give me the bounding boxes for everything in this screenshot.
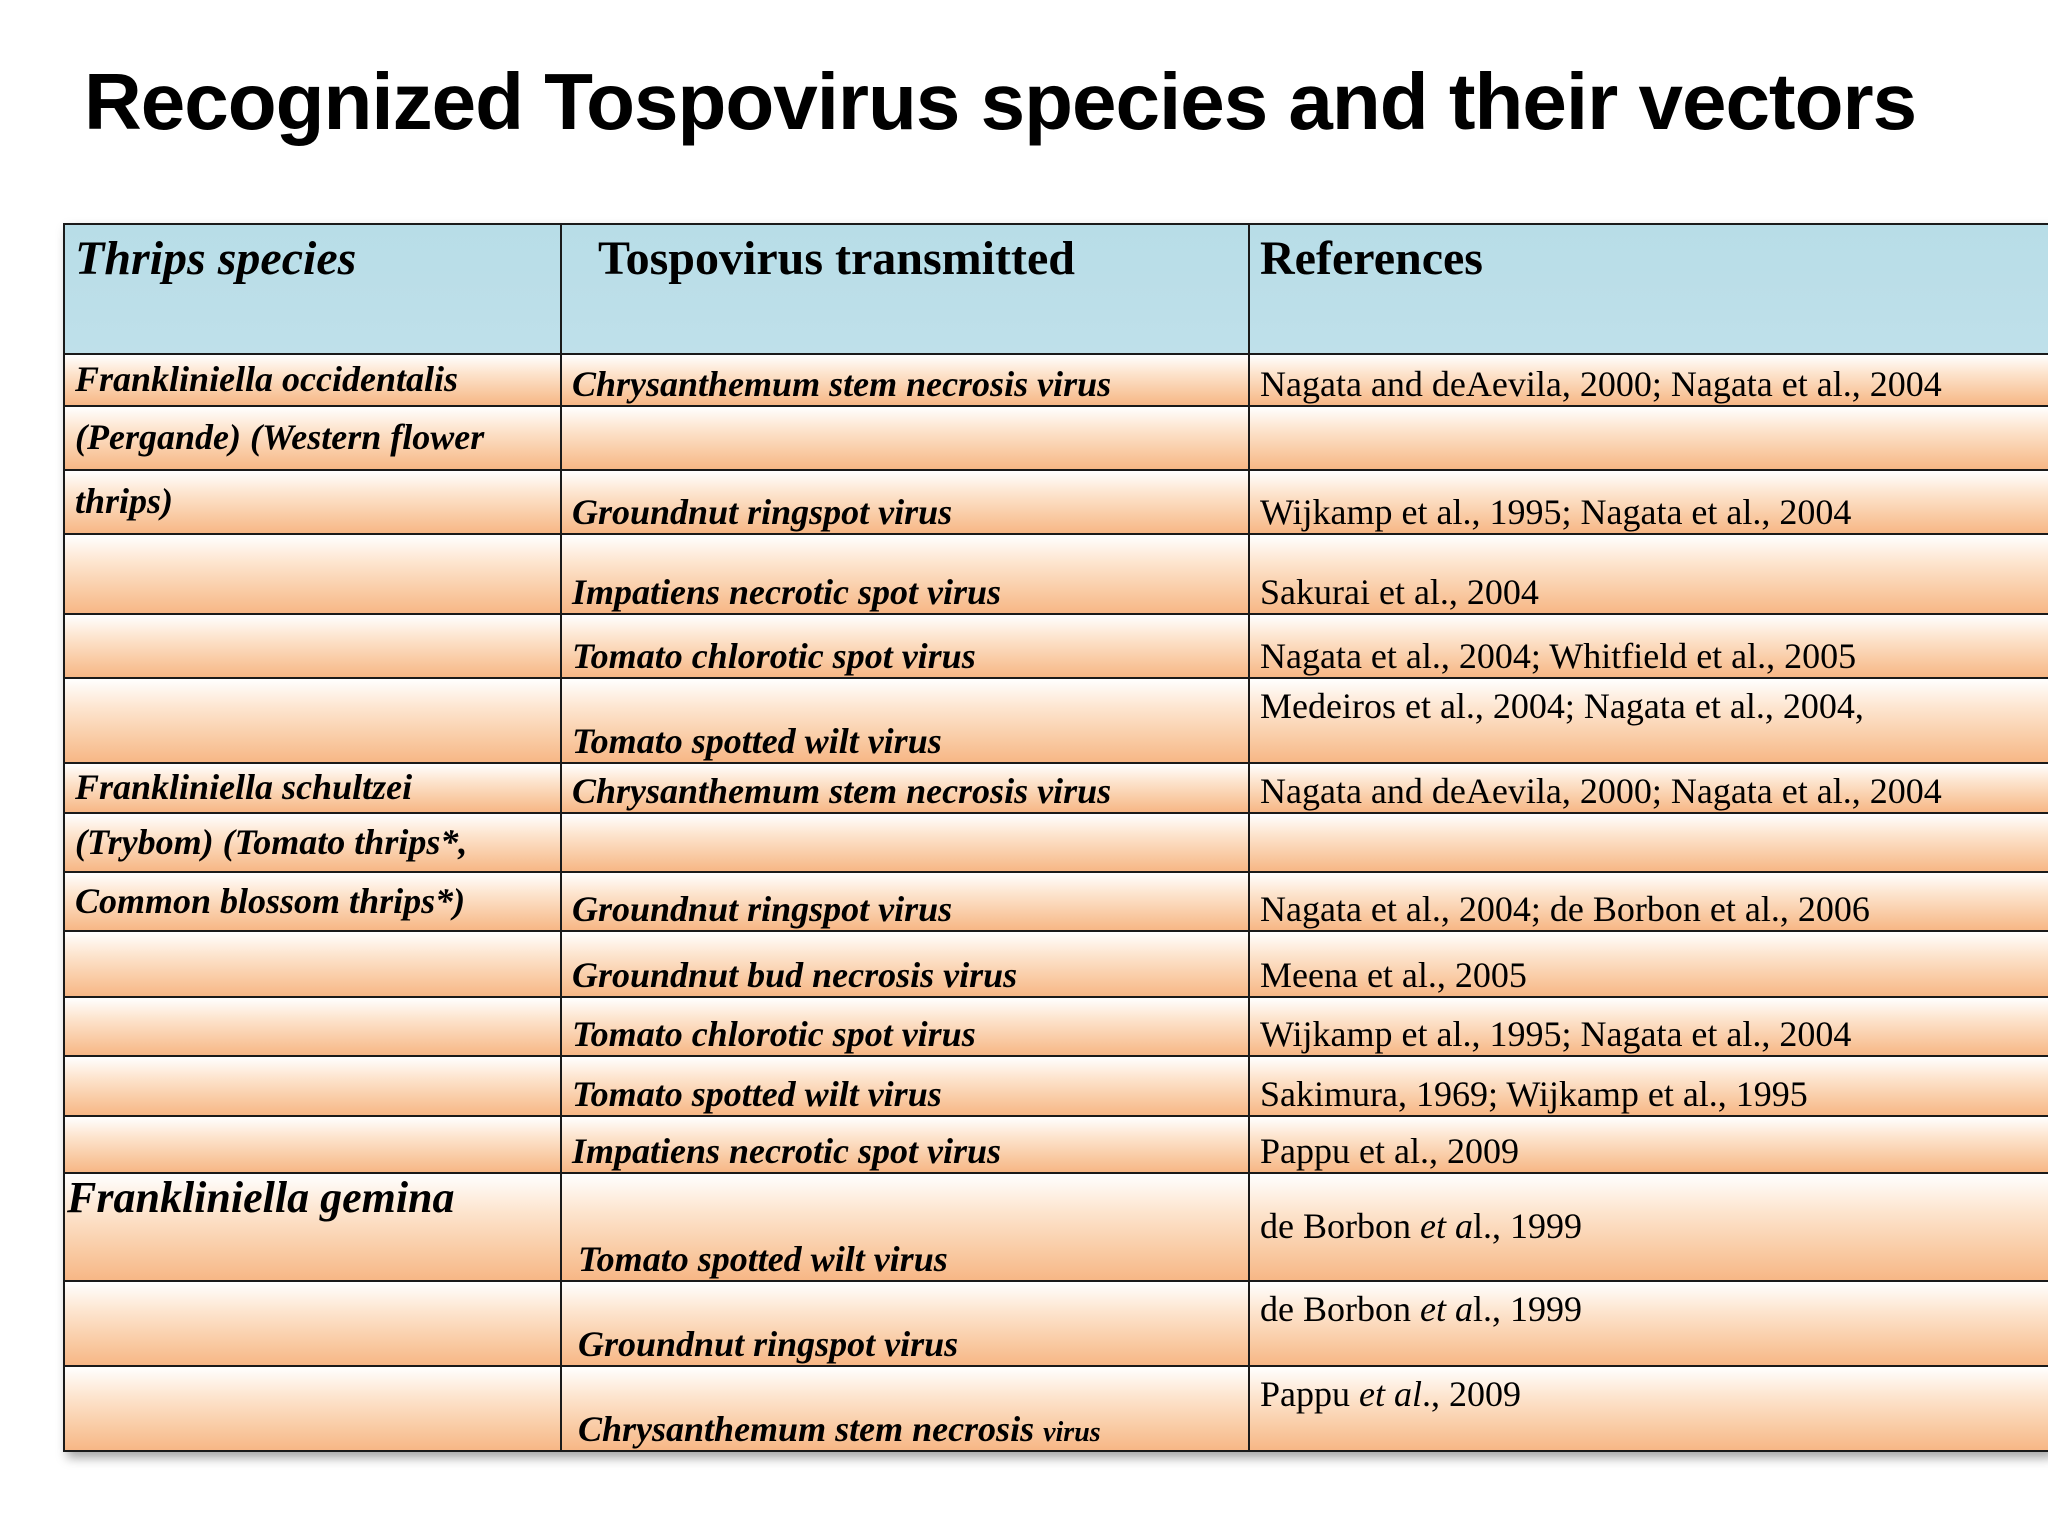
reference-cell: Nagata et al., 2004; de Borbon et al., 2… <box>1248 871 2048 932</box>
virus-cell: Tomato chlorotic spot virus <box>560 996 1250 1057</box>
virus-cell: Groundnut ringspot virus <box>560 1280 1250 1367</box>
reference-cell <box>1248 812 2048 873</box>
table-row: thrips) Groundnut ringspot virus Wijkamp… <box>63 469 2048 535</box>
table-row: Frankliniella occidentalis Chrysanthemum… <box>63 353 2048 407</box>
virus-cell: Impatiens necrotic spot virus <box>560 533 1250 615</box>
virus-cell: Impatiens necrotic spot virus <box>560 1115 1250 1174</box>
table-row: Tomato spotted wilt virus Medeiros et al… <box>63 677 2048 764</box>
slide-title: Recognized Tospovirus species and their … <box>84 57 1917 146</box>
table-row: Groundnut ringspot virus de Borbon et al… <box>63 1280 2048 1367</box>
reference-cell <box>1248 405 2048 471</box>
thrips-cell <box>63 930 562 998</box>
table-row: Impatiens necrotic spot virus Pappu et a… <box>63 1115 2048 1174</box>
reference-cell: Wijkamp et al., 1995; Nagata et al., 200… <box>1248 469 2048 535</box>
reference-cell: Sakimura, 1969; Wijkamp et al., 1995 <box>1248 1055 2048 1117</box>
header-references: References <box>1248 223 2048 355</box>
thrips-cell: Frankliniella schultzei <box>63 762 562 814</box>
virus-cell: Chrysanthemum stem necrosis virus <box>560 762 1250 814</box>
thrips-cell: Frankliniella occidentalis <box>63 353 562 407</box>
reference-cell: Pappu et al., 2009 <box>1248 1365 2048 1452</box>
vectors-table: Thrips species Tospovirus transmitted Re… <box>63 223 2048 1452</box>
table-row: (Trybom) (Tomato thrips*, <box>63 812 2048 873</box>
reference-cell: Nagata and deAevila, 2000; Nagata et al.… <box>1248 353 2048 407</box>
reference-cell: de Borbon et al., 1999 <box>1248 1172 2048 1282</box>
virus-cell: Tomato spotted wilt virus <box>560 1172 1250 1282</box>
table-row: Frankliniella schultzei Chrysanthemum st… <box>63 762 2048 814</box>
table-row: Chrysanthemum stem necrosis virus Pappu … <box>63 1365 2048 1452</box>
table-row: Tomato chlorotic spot virus Nagata et al… <box>63 613 2048 679</box>
virus-cell: Chrysanthemum stem necrosis virus <box>560 353 1250 407</box>
reference-cell: Nagata and deAevila, 2000; Nagata et al.… <box>1248 762 2048 814</box>
thrips-cell: Common blossom thrips*) <box>63 871 562 932</box>
virus-cell: Groundnut bud necrosis virus <box>560 930 1250 998</box>
virus-cell: Groundnut ringspot virus <box>560 871 1250 932</box>
thrips-cell <box>63 533 562 615</box>
thrips-cell <box>63 1365 562 1452</box>
thrips-cell <box>63 677 562 764</box>
header-tospovirus-transmitted: Tospovirus transmitted <box>560 223 1250 355</box>
virus-cell: Chrysanthemum stem necrosis virus <box>560 1365 1250 1452</box>
header-thrips-species: Thrips species <box>63 223 562 355</box>
table-row: Tomato chlorotic spot virus Wijkamp et a… <box>63 996 2048 1057</box>
thrips-cell <box>63 613 562 679</box>
virus-cell: Groundnut ringspot virus <box>560 469 1250 535</box>
thrips-cell <box>63 1280 562 1367</box>
virus-cell <box>560 812 1250 873</box>
virus-cell: Tomato spotted wilt virus <box>560 677 1250 764</box>
thrips-cell <box>63 1115 562 1174</box>
table-row: Frankliniella gemina Tomato spotted wilt… <box>63 1172 2048 1282</box>
thrips-cell <box>63 1055 562 1117</box>
virus-cell <box>560 405 1250 471</box>
reference-cell: Meena et al., 2005 <box>1248 930 2048 998</box>
table-header-row: Thrips species Tospovirus transmitted Re… <box>63 223 2048 355</box>
virus-cell: Tomato spotted wilt virus <box>560 1055 1250 1117</box>
reference-cell: Wijkamp et al., 1995; Nagata et al., 200… <box>1248 996 2048 1057</box>
thrips-cell: (Trybom) (Tomato thrips*, <box>63 812 562 873</box>
table-row: Tomato spotted wilt virus Sakimura, 1969… <box>63 1055 2048 1117</box>
reference-cell: de Borbon et al., 1999 <box>1248 1280 2048 1367</box>
thrips-cell: Frankliniella gemina <box>63 1172 562 1282</box>
thrips-cell <box>63 996 562 1057</box>
thrips-cell: (Pergande) (Western flower <box>63 405 562 471</box>
table-row: (Pergande) (Western flower <box>63 405 2048 471</box>
table-row: Groundnut bud necrosis virus Meena et al… <box>63 930 2048 998</box>
reference-cell: Sakurai et al., 2004 <box>1248 533 2048 615</box>
thrips-cell: thrips) <box>63 469 562 535</box>
table-row: Impatiens necrotic spot virus Sakurai et… <box>63 533 2048 615</box>
reference-cell: Nagata et al., 2004; Whitfield et al., 2… <box>1248 613 2048 679</box>
reference-cell: Medeiros et al., 2004; Nagata et al., 20… <box>1248 677 2048 764</box>
reference-cell: Pappu et al., 2009 <box>1248 1115 2048 1174</box>
virus-cell: Tomato chlorotic spot virus <box>560 613 1250 679</box>
table-row: Common blossom thrips*) Groundnut ringsp… <box>63 871 2048 932</box>
